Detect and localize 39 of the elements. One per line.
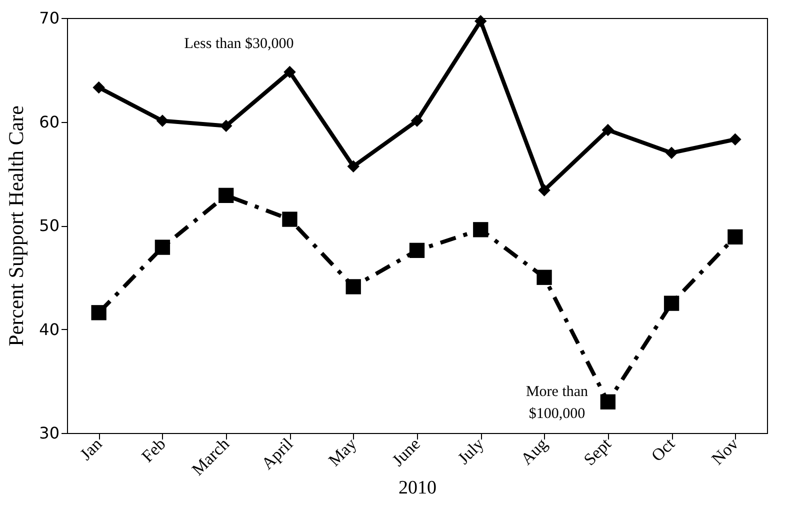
- point: [284, 66, 296, 78]
- y-axis-title: Percent Support Health Care: [4, 106, 28, 346]
- point: [664, 296, 680, 311]
- point: [474, 14, 487, 28]
- series-label: More than $100,000: [526, 384, 589, 422]
- y-tick-label: 60: [39, 112, 60, 132]
- point: [536, 270, 552, 285]
- x-tick-label: July: [454, 434, 488, 468]
- x-tick-label: Sept: [580, 434, 615, 470]
- x-tick-label: June: [388, 434, 424, 470]
- point: [347, 160, 360, 172]
- point: [410, 114, 424, 127]
- y-tick-label: 40: [39, 320, 60, 339]
- point: [218, 188, 234, 203]
- point: [346, 279, 361, 294]
- point: [729, 133, 742, 146]
- x-tick-label: May: [324, 434, 361, 470]
- point: [538, 184, 550, 196]
- x-tick-label: Jan: [76, 434, 106, 464]
- point: [154, 240, 170, 255]
- y-tick-label: 50: [39, 216, 60, 235]
- point: [473, 222, 488, 238]
- point: [728, 229, 743, 244]
- x-tick-label: Oct: [648, 434, 679, 466]
- point: [92, 81, 105, 94]
- series-label: Less than $30,000: [184, 36, 294, 52]
- point: [282, 212, 298, 227]
- point: [602, 124, 614, 136]
- point: [665, 146, 678, 159]
- x-tick-label: Nov: [708, 434, 742, 469]
- point: [600, 394, 616, 410]
- x-tick-label: Feb: [138, 434, 170, 466]
- point: [409, 242, 425, 258]
- point: [156, 114, 169, 127]
- x-tick-label: Aug: [516, 434, 552, 469]
- point: [91, 305, 106, 320]
- y-tick-label: 30: [39, 424, 60, 442]
- x-axis-title: 2010: [398, 478, 436, 499]
- y-tick-label: 70: [39, 8, 60, 28]
